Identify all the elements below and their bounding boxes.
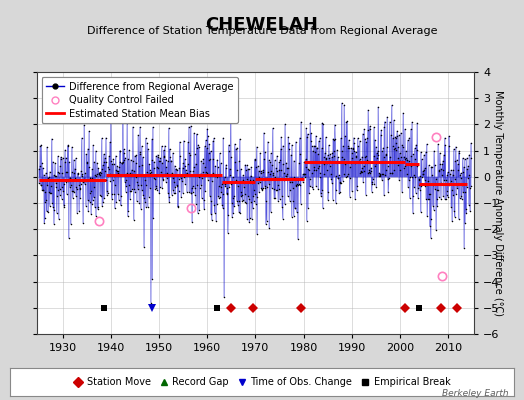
Legend: Difference from Regional Average, Quality Control Failed, Estimated Station Mean: Difference from Regional Average, Qualit… (41, 77, 238, 123)
Text: CHEWELAH: CHEWELAH (205, 16, 319, 34)
Text: Difference of Station Temperature Data from Regional Average: Difference of Station Temperature Data f… (87, 26, 437, 36)
Text: Berkeley Earth: Berkeley Earth (442, 389, 508, 398)
Y-axis label: Monthly Temperature Anomaly Difference (°C): Monthly Temperature Anomaly Difference (… (493, 90, 503, 316)
Legend: Station Move, Record Gap, Time of Obs. Change, Empirical Break: Station Move, Record Gap, Time of Obs. C… (71, 374, 453, 390)
